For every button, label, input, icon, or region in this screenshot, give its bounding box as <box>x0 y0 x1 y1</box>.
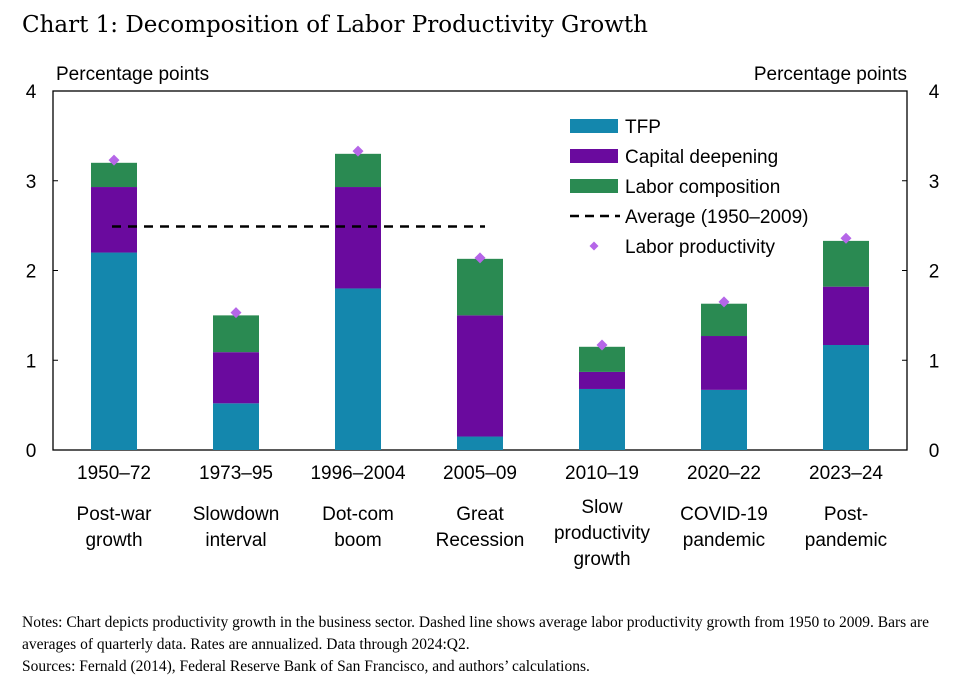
bar-capital-deepening <box>213 352 259 404</box>
bar-tfp <box>91 252 137 450</box>
legend-labor-productivity-swatch <box>589 241 599 251</box>
labor-productivity-marker <box>352 145 364 157</box>
y-tick-label-left: 2 <box>26 262 37 283</box>
notes-block: Notes: Chart depicts productivity growth… <box>22 612 952 678</box>
labor-productivity-marker <box>840 232 852 244</box>
legend-labor-productivity-label: Labor productivity <box>625 237 775 258</box>
bar-capital-deepening <box>457 315 503 437</box>
x-tick-label: 2005–09 <box>443 463 517 484</box>
y-axis-label-left: Percentage points <box>56 64 209 85</box>
category-description: Recession <box>436 530 525 551</box>
y-tick-label-right: 1 <box>929 351 940 372</box>
category-description: growth <box>573 549 630 570</box>
legend-capital-deepening-swatch <box>570 149 618 163</box>
bar-labor-composition <box>213 315 259 353</box>
legend-labor-composition-swatch <box>570 179 618 193</box>
y-tick-label-left: 0 <box>26 441 37 462</box>
bar-tfp <box>579 388 625 450</box>
y-tick-label-left: 1 <box>26 351 37 372</box>
legend-capital-deepening-label: Capital deepening <box>625 147 778 168</box>
bar-labor-composition <box>701 303 747 337</box>
bar-capital-deepening <box>579 371 625 389</box>
labor-productivity-marker <box>108 154 120 166</box>
labor-productivity-marker <box>230 307 242 319</box>
labor-productivity-marker <box>718 296 730 308</box>
category-description: COVID-19 <box>680 504 768 525</box>
legend-labor-composition-label: Labor composition <box>625 177 780 198</box>
y-tick-label-right: 2 <box>929 262 940 283</box>
category-description: Slow <box>581 497 622 518</box>
bar-capital-deepening <box>335 187 381 289</box>
x-tick-label: 2023–24 <box>809 463 883 484</box>
category-description: pandemic <box>683 530 765 551</box>
legend-tfp-swatch <box>570 119 618 133</box>
category-description: interval <box>205 530 266 551</box>
category-description: Post- <box>824 504 868 525</box>
category-description: pandemic <box>805 530 887 551</box>
bar-tfp <box>701 389 747 450</box>
legend-average-label: Average (1950–2009) <box>625 207 808 228</box>
labor-productivity-marker <box>474 252 486 264</box>
y-tick-label-left: 3 <box>26 172 37 193</box>
y-axis-label-right: Percentage points <box>754 64 907 85</box>
category-description: boom <box>334 530 382 551</box>
bar-labor-composition <box>457 258 503 316</box>
category-description: Great <box>456 504 504 525</box>
bar-labor-composition <box>335 153 381 188</box>
bar-labor-composition <box>91 162 137 188</box>
category-description: Post-war <box>77 504 153 525</box>
y-tick-label-right: 0 <box>929 441 940 462</box>
bar-tfp <box>823 344 869 450</box>
bar-capital-deepening <box>91 187 137 253</box>
bar-tfp <box>213 403 259 450</box>
bar-tfp <box>335 288 381 450</box>
y-tick-label-right: 3 <box>929 172 940 193</box>
x-tick-label: 1950–72 <box>77 463 151 484</box>
category-description: Slowdown <box>193 504 280 525</box>
bar-tfp <box>457 436 503 450</box>
category-description: Dot-com <box>322 504 394 525</box>
labor-productivity-marker <box>596 339 608 351</box>
chart-title: Chart 1: Decomposition of Labor Producti… <box>22 12 648 38</box>
category-description: growth <box>85 530 142 551</box>
chart-notes: Notes: Chart depicts productivity growth… <box>22 614 929 653</box>
category-description: productivity <box>554 523 651 544</box>
bar-labor-composition <box>579 346 625 372</box>
bar-labor-composition <box>823 240 869 287</box>
x-tick-label: 1973–95 <box>199 463 273 484</box>
legend-tfp-label: TFP <box>625 117 661 138</box>
x-tick-label: 2010–19 <box>565 463 639 484</box>
bar-capital-deepening <box>701 336 747 390</box>
x-tick-label: 2020–22 <box>687 463 761 484</box>
chart-sources: Sources: Fernald (2014), Federal Reserve… <box>22 658 590 675</box>
y-tick-label-left: 4 <box>26 82 37 103</box>
y-tick-label-right: 4 <box>929 82 940 103</box>
x-tick-label: 1996–2004 <box>310 463 406 484</box>
bar-capital-deepening <box>823 286 869 345</box>
chart-area: 0 0 1 1 2 2 3 3 4 4 1950–72 Post-war growth 1973–95 S… <box>26 64 940 570</box>
